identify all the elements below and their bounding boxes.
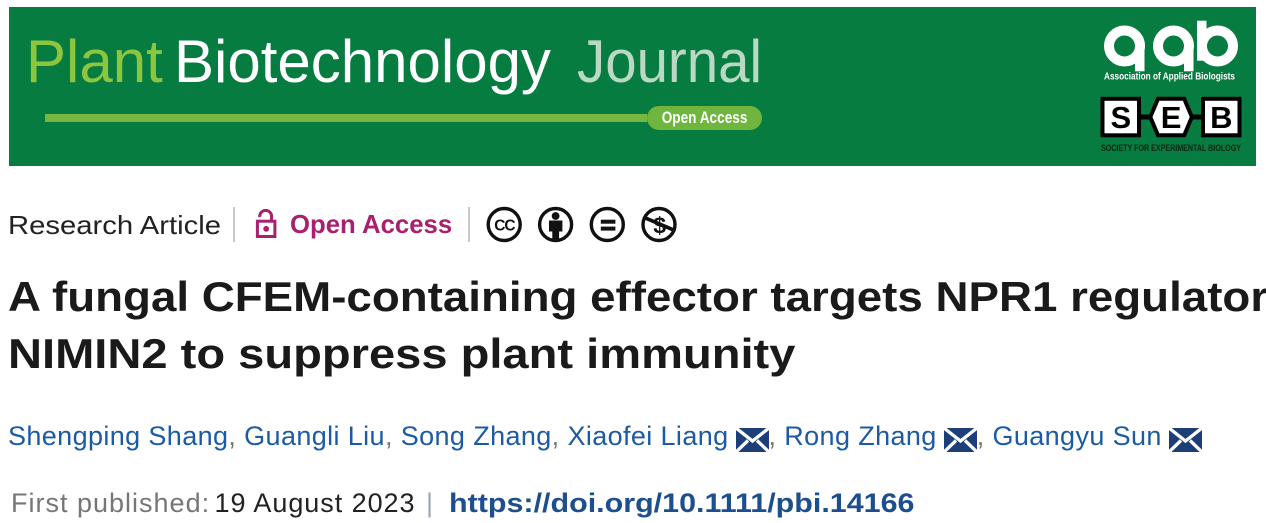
svg-text:CC: CC: [494, 218, 515, 235]
svg-text:S: S: [1110, 100, 1131, 135]
svg-text:E: E: [1161, 100, 1182, 135]
svg-text:SOCIETY FOR EXPERIMENTAL BIOLO: SOCIETY FOR EXPERIMENTAL BIOLOGY: [1101, 143, 1241, 153]
svg-text:B: B: [1210, 100, 1232, 135]
svg-text:Association of Applied Biologi: Association of Applied Biologists: [1104, 71, 1235, 83]
